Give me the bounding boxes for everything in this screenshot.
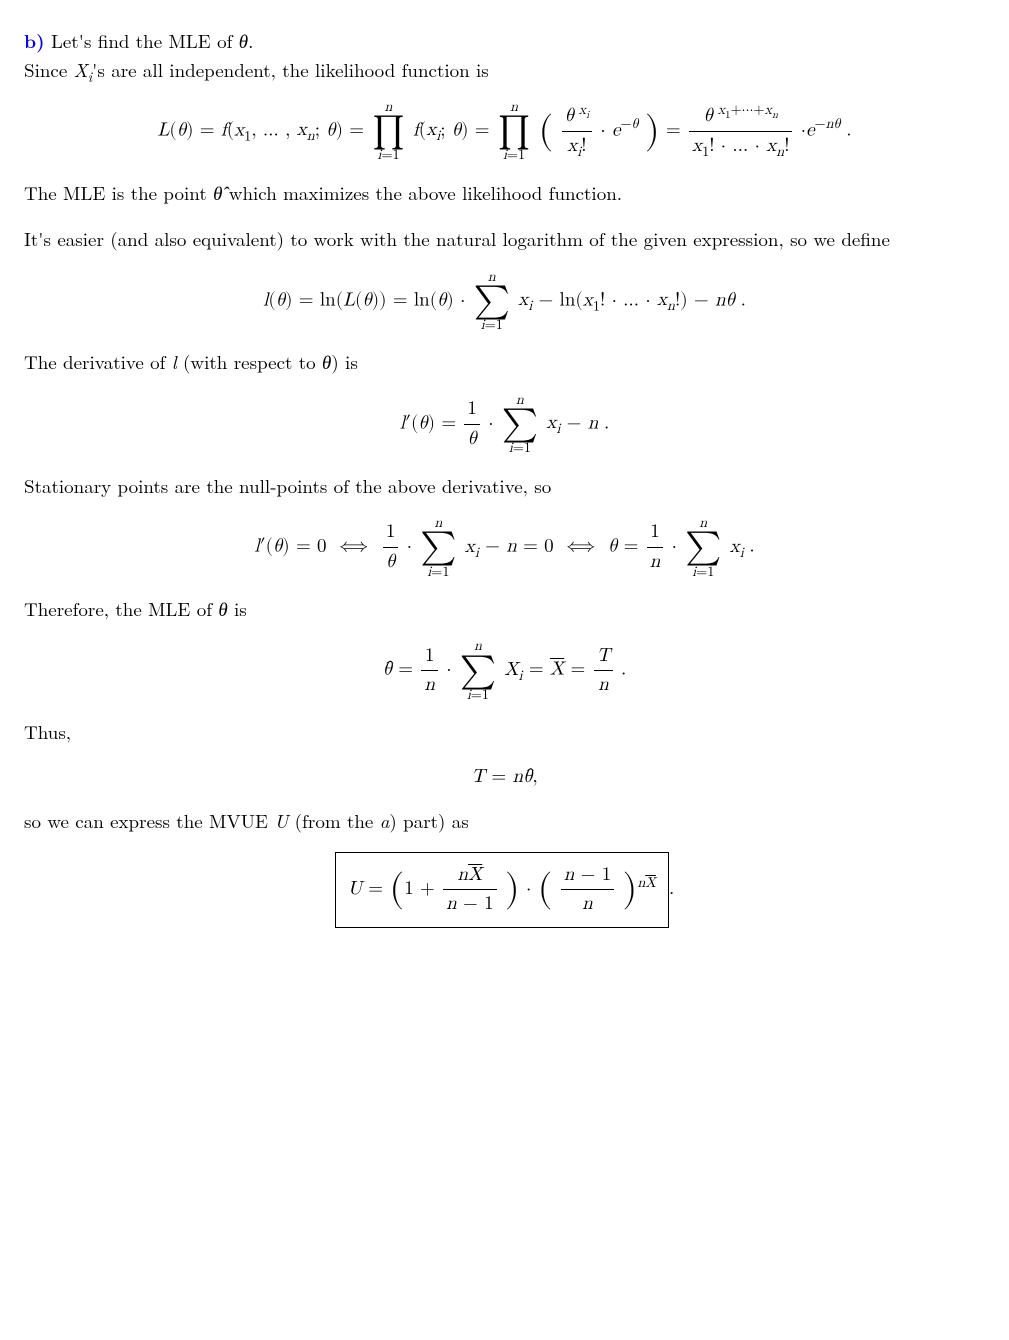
text: so we can express the MVUE bbox=[24, 807, 274, 834]
text: ) is bbox=[331, 348, 358, 375]
text: It's easier (and also equivalent) to wor… bbox=[24, 225, 890, 252]
text: Since bbox=[24, 56, 74, 83]
equation-log-likelihood: l(θ) = ln(L(θ)) = ln(θ) · n∑i=1 xi − ln(… bbox=[24, 270, 985, 333]
boxed-expression: U = (1 + nXn − 1 ) · ( n − 1n )nX bbox=[335, 852, 669, 928]
paragraph-6: Stationary points are the null-points of… bbox=[24, 472, 985, 501]
text: (from the bbox=[288, 807, 379, 834]
paragraph-9: so we can express the MVUE U (from the a… bbox=[24, 807, 985, 836]
text: The derivative of bbox=[24, 348, 172, 375]
text: The MLE is the point bbox=[24, 179, 213, 206]
math-a: a bbox=[380, 807, 390, 834]
paragraph-3: The MLE is the point θ̂ which maximizes … bbox=[24, 179, 985, 208]
equation-mle: θ̂ = 1n · n∑i=1 Xi = X = Tn. bbox=[24, 639, 985, 702]
math-Xi: Xi bbox=[74, 56, 93, 83]
text: which maximizes the above likelihood fun… bbox=[222, 179, 622, 206]
equation-mvue-boxed: U = (1 + nXn − 1 ) · ( n − 1n )nX . bbox=[24, 852, 985, 928]
math-theta: θ bbox=[239, 27, 248, 54]
paragraph-5: The derivative of l (with respect to θ) … bbox=[24, 348, 985, 377]
paragraph-7: Therefore, the MLE of θ is bbox=[24, 595, 985, 624]
equation-likelihood: L(θ) = f(x1, … , xn; θ) = n∏i=1 f(xi; θ)… bbox=[24, 100, 985, 163]
part-label: b) bbox=[24, 26, 45, 54]
text: Thus, bbox=[24, 718, 71, 745]
text: Stationary points are the null-points of… bbox=[24, 472, 551, 499]
math-theta: θ bbox=[218, 595, 227, 622]
paragraph-1: b) Let's find the MLE of θ. Since Xi's a… bbox=[24, 26, 985, 84]
math-theta: θ bbox=[322, 348, 331, 375]
math-theta-hat: θ̂ bbox=[213, 179, 222, 206]
text: is bbox=[228, 595, 247, 622]
equation-derivative: l′(θ) = 1θ · n∑i=1 xi − n. bbox=[24, 393, 985, 456]
text: Therefore, the MLE of bbox=[24, 595, 218, 622]
text: ) part) as bbox=[389, 807, 468, 834]
text: (with respect to bbox=[177, 348, 322, 375]
text: Let's find the MLE of bbox=[51, 27, 239, 54]
paragraph-8: Thus, bbox=[24, 718, 985, 747]
text: 's are all independent, the likelihood f… bbox=[92, 56, 489, 83]
equation-T: T = nθ̂, bbox=[24, 763, 985, 792]
paragraph-4: It's easier (and also equivalent) to wor… bbox=[24, 225, 985, 254]
text: . bbox=[248, 27, 253, 54]
math-U: U bbox=[274, 807, 288, 834]
equation-stationary: l′(θ) = 0 ⟺ 1θ · n∑i=1 xi − n = 0 ⟺ θ = … bbox=[24, 516, 985, 579]
